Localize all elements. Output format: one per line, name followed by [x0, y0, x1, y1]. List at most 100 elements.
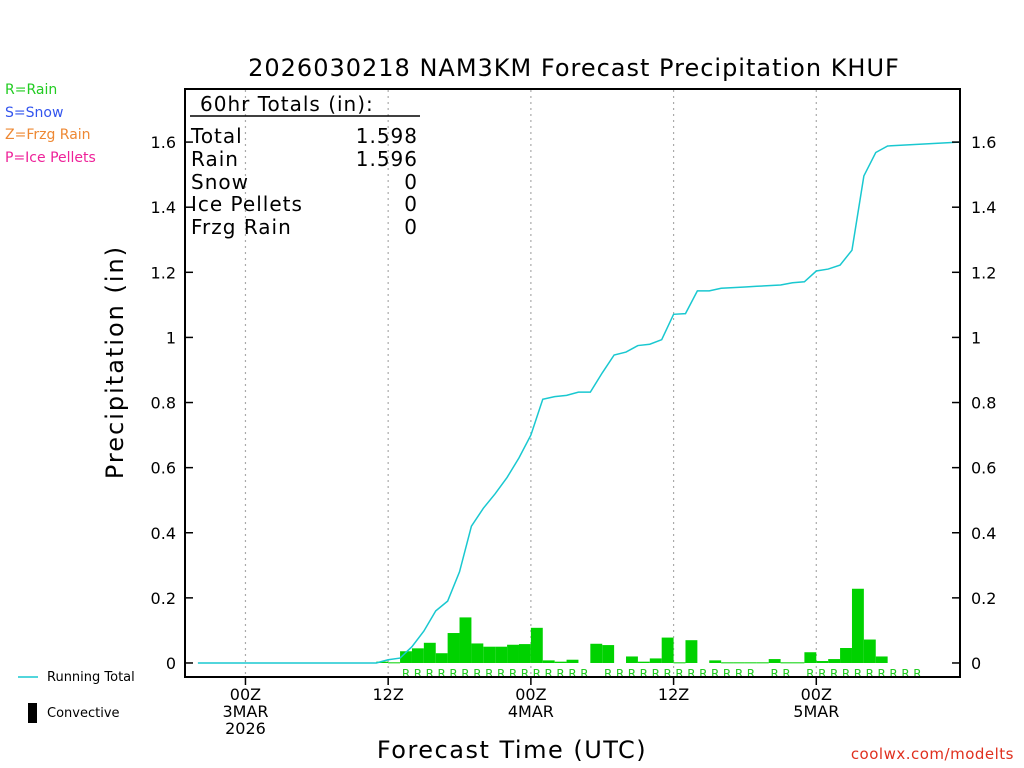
bar	[495, 646, 508, 663]
rain-type-letter: R	[402, 667, 410, 681]
y-tick-label-right: 0.6	[971, 459, 996, 478]
chart-title: 2026030218 NAM3KM Forecast Precipitation…	[248, 54, 900, 82]
rain-type-letter: R	[866, 667, 874, 681]
running-total-series	[197, 141, 960, 664]
rain-type-letter: R	[533, 667, 541, 681]
rain-type-letter: R	[545, 667, 553, 681]
ice-pellets-value: 0	[404, 192, 418, 216]
plot-frame	[184, 88, 961, 678]
x-tick-label: 00Z	[515, 685, 546, 704]
legend-snow: S=Snow	[5, 105, 64, 121]
bar-series	[376, 588, 888, 664]
rain-type-letter: R	[878, 667, 886, 681]
rain-type-letter: R	[414, 667, 422, 681]
bar	[518, 644, 531, 663]
totals-header: 60hr Totals (in):	[200, 92, 374, 116]
rain-type-letter: R	[806, 667, 814, 681]
y-tick-label-left: 0	[166, 654, 176, 673]
x-tick-label: 5MAR	[793, 702, 839, 721]
x-tick-label: 12Z	[373, 685, 404, 704]
rain-type-letter: R	[556, 667, 564, 681]
x-tick-label: 4MAR	[508, 702, 554, 721]
y-tick-label-right: 1.4	[971, 198, 996, 217]
y-tick-label-right: 0.2	[971, 589, 996, 608]
rain-type-letter: R	[747, 667, 755, 681]
x-tick-label: 00Z	[230, 685, 261, 704]
rain-value: 1.596	[355, 147, 418, 171]
x-tick-label: 12Z	[658, 685, 689, 704]
rain-type-letter: R	[616, 667, 624, 681]
bar	[447, 633, 460, 663]
y-tick-label-left: 1	[166, 328, 176, 347]
bar	[792, 662, 805, 664]
total-value: 1.598	[355, 124, 418, 148]
bar	[840, 648, 852, 663]
rain-type-letter: R	[473, 667, 481, 681]
rain-type-letter: R	[568, 667, 576, 681]
rain-type-letter: R	[889, 667, 897, 681]
rain-type-letter: R	[830, 667, 838, 681]
bar	[780, 662, 793, 664]
frzg-rain-label: Frzg Rain	[191, 215, 292, 239]
bar	[649, 658, 662, 663]
rain-label: Rain	[191, 147, 239, 171]
rain-type-letter: R	[497, 667, 505, 681]
bar	[673, 662, 686, 664]
bar	[637, 661, 650, 663]
bar	[388, 662, 401, 664]
rain-type-letter: R	[509, 667, 517, 681]
bar	[459, 617, 472, 663]
bar	[721, 662, 734, 664]
y-axis-ticks: 0 00.2 0.20.4 0.40.6 0.60.8 0.81 11.2 1.21.4 1.4…	[151, 133, 997, 673]
y-tick-label-left: 1.6	[151, 133, 176, 152]
rain-type-letter: R	[901, 667, 909, 681]
rain-type-letter: R	[663, 667, 671, 681]
rain-type-letter: R	[604, 667, 612, 681]
rain-type-letter: R	[675, 667, 683, 681]
y-axis-label: Precipitation (in)	[101, 245, 129, 479]
rain-type-letter: R	[521, 667, 529, 681]
running-total-legend-label: Running Total	[47, 670, 135, 685]
bar	[554, 661, 567, 663]
bar	[828, 659, 841, 663]
snow-label: Snow	[191, 170, 249, 194]
bar	[816, 661, 829, 663]
bar	[471, 643, 484, 663]
bar	[566, 659, 579, 663]
bar	[590, 643, 603, 663]
y-tick-label-left: 0.4	[151, 524, 176, 543]
bar	[733, 662, 745, 664]
y-tick-label-left: 0.6	[151, 459, 176, 478]
x-tick-label: 2026	[225, 719, 266, 738]
rain-type-letter: R	[580, 667, 588, 681]
bar	[709, 660, 722, 663]
bar	[744, 662, 757, 664]
x-tick-label: 3MAR	[222, 702, 268, 721]
bar	[400, 651, 412, 663]
y-tick-label-right: 1.2	[971, 263, 996, 282]
bar	[423, 642, 436, 663]
rain-type-letter: R	[913, 667, 921, 681]
bar	[661, 637, 674, 663]
y-tick-label-right: 0	[971, 654, 981, 673]
rain-type-letter: R	[818, 667, 826, 681]
convective-legend-label: Convective	[47, 706, 120, 721]
frzg-rain-value: 0	[404, 215, 418, 239]
bar	[626, 656, 638, 663]
grid-lines	[244, 90, 817, 676]
y-tick-label-right: 0.4	[971, 524, 996, 543]
running-total-line	[197, 141, 960, 664]
x-tick-label: 00Z	[801, 685, 832, 704]
bar	[768, 659, 781, 663]
rain-type-letter: R	[449, 667, 457, 681]
legend-frzg-rain: Z=Frzg Rain	[5, 127, 91, 143]
y-tick-label-right: 1	[971, 328, 981, 347]
bar	[851, 588, 864, 663]
rain-type-letter: R	[699, 667, 707, 681]
source-credit: coolwx.com/modelts	[850, 745, 1014, 763]
rain-type-letter: R	[723, 667, 731, 681]
ice-pellets-label: Ice Pellets	[191, 192, 303, 216]
bar	[435, 653, 448, 663]
